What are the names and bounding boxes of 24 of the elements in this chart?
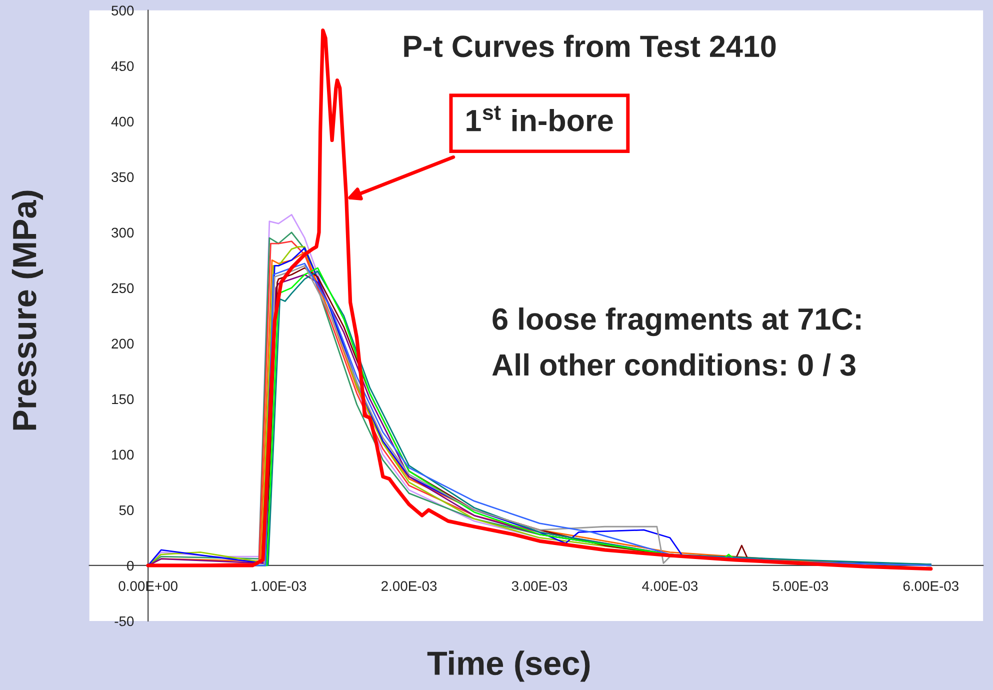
- annotation: All other conditions: 0 / 3: [492, 353, 856, 376]
- y-tick-label: 50: [119, 505, 134, 516]
- line-series: [146, 28, 933, 571]
- x-tick-label: 1.00E-03: [251, 581, 306, 591]
- y-tick-label: 250: [112, 283, 134, 294]
- y-tick-label: -50: [114, 616, 134, 626]
- y-tick-label: 350: [112, 172, 134, 182]
- y-tick-label: 200: [112, 338, 134, 349]
- x-tick-label: 2.00E-03: [382, 581, 437, 591]
- text: P-t Curves from Test 2410: [404, 34, 776, 58]
- y-axis-title: Pressure (MPa): [12, 190, 43, 430]
- y-tick-label: 500: [112, 6, 134, 16]
- x-tick-label: 4.00E-03: [642, 581, 698, 591]
- y-tick-label: 450: [111, 61, 134, 72]
- y-tick-label: 150: [112, 394, 134, 404]
- annotation: 6 loose fragments at 71C:: [492, 307, 860, 336]
- x-tick-label: 5.00E-03: [772, 581, 828, 591]
- y-tick-label: 100: [112, 450, 134, 460]
- annotation: 1$^{st}$ in-bore: [466, 106, 613, 132]
- x-axis-title: Time (sec): [427, 650, 590, 682]
- x-tick-label: 6.00E-03: [903, 581, 958, 591]
- y-tick-label: 300: [112, 228, 134, 238]
- y-tick-label: 400: [111, 116, 134, 127]
- x-tick-label: 3.00E-03: [512, 581, 568, 591]
